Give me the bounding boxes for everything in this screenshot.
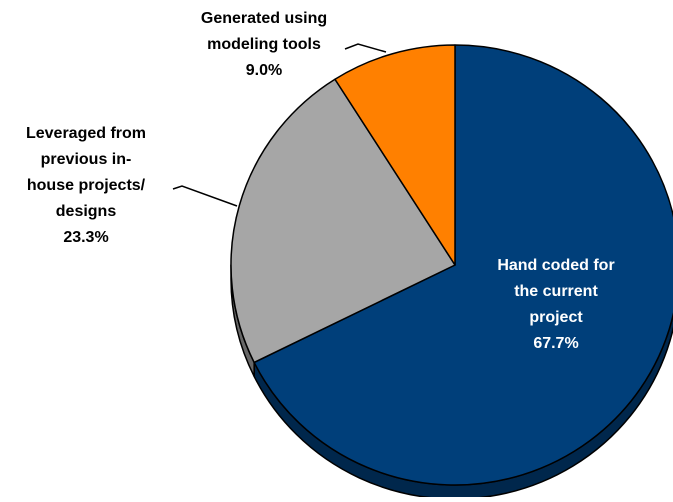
slice-label-line-0-1: the current [514, 283, 598, 300]
pie-slices [230, 44, 673, 486]
slice-label-line-2-1: modeling tools [207, 36, 321, 53]
slice-label-0: Hand coded for the current project 67.7% [497, 257, 614, 352]
slice-label-line-2-0: Generated using [201, 10, 327, 27]
slice-value-label-2: 9.0% [246, 62, 282, 79]
slice-label-1: Leveraged from previous in-house projects… [26, 125, 146, 246]
slice-label-line-1-0: Leveraged from [26, 125, 146, 142]
slice-value-label-1: 23.3% [63, 229, 108, 246]
pie-slice-2 [334, 44, 456, 266]
slice-label-line-0-0: Hand coded for [497, 257, 614, 274]
slice-label-2: Generated using modeling tools 9.0% [201, 10, 327, 79]
pie-slice-0 [253, 44, 673, 486]
leader-line-2 [344, 43, 387, 53]
slice-label-line-1-3: designs [56, 203, 117, 220]
leader-line-1 [172, 185, 238, 207]
pie-labels: Hand coded for the current project 67.7% Lev… [26, 10, 615, 352]
slice-label-line-1-1: previous in- [41, 151, 132, 168]
slice-label-line-0-2: project [529, 309, 583, 326]
pie-slice-1 [230, 78, 456, 364]
slice-value-label-0: 67.7% [533, 335, 578, 352]
slice-label-line-1-2: house projects/ [27, 177, 146, 194]
